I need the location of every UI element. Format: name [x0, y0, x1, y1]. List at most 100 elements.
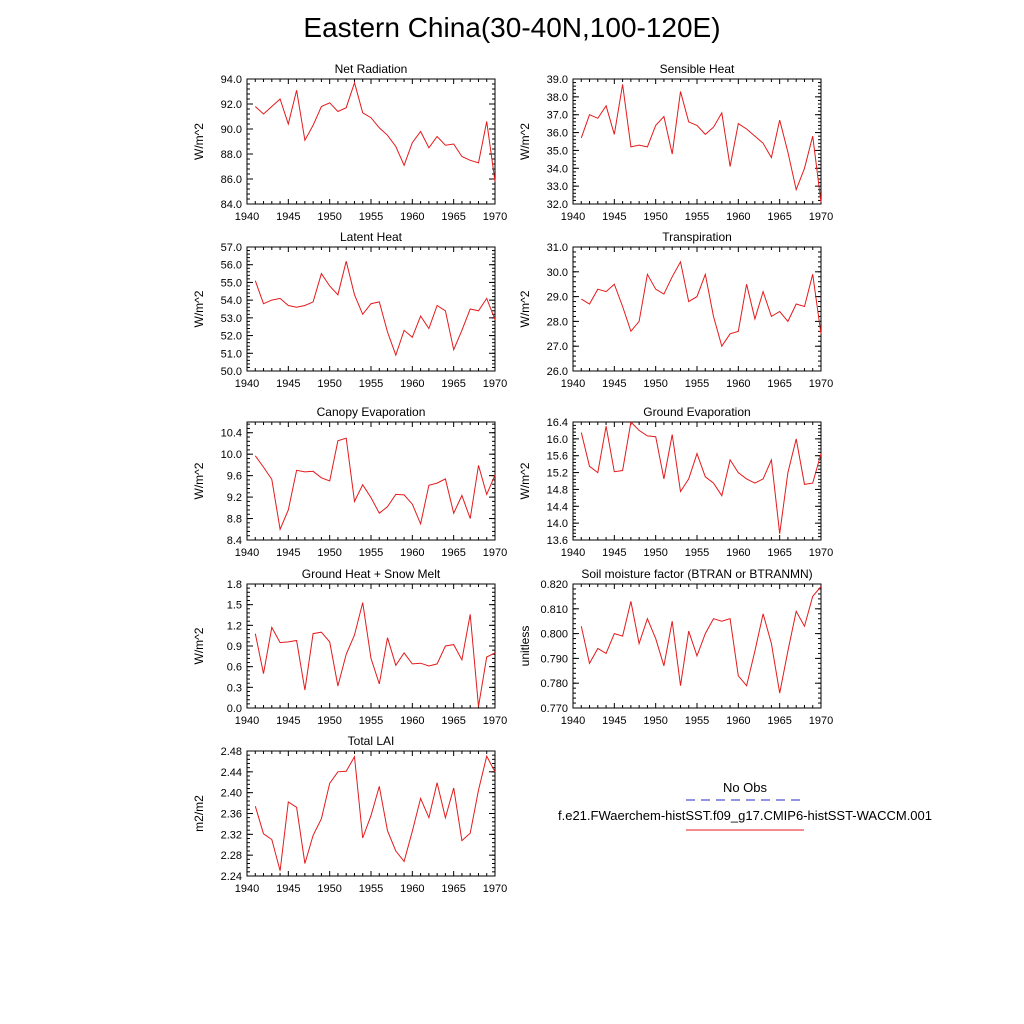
y-tick-label: 0.780: [540, 678, 568, 690]
x-tick-label: 1970: [809, 378, 833, 390]
y-tick-label: 10.4: [221, 428, 242, 440]
series-line: [580, 586, 822, 694]
plot-frame: [572, 78, 822, 205]
y-tick-label: 33.0: [547, 181, 568, 193]
x-tick-label: 1960: [400, 378, 424, 390]
x-tick-label: 1945: [602, 211, 626, 223]
chart-panel-7: Ground Heat + Snow Melt W/m^2 1940 1945 1950…: [192, 567, 507, 727]
y-tick-label: 10.0: [221, 449, 242, 461]
y-tick-label: 8.8: [227, 514, 242, 526]
y-tick-label: 14.8: [547, 484, 568, 496]
y-tick-label: 2.40: [221, 788, 242, 800]
x-tick-label: 1965: [441, 883, 465, 895]
plot-frame: [246, 246, 496, 372]
y-tick-label: 32.0: [547, 199, 568, 211]
x-tick-label: 1945: [276, 883, 300, 895]
y-tick-label: 28.0: [547, 316, 568, 328]
y-tick-label: 29.0: [547, 292, 568, 304]
x-tick-label: 1965: [441, 378, 465, 390]
plot-frame: [572, 246, 822, 372]
x-tick-label: 1945: [276, 547, 300, 559]
y-tick-label: 2.48: [221, 746, 242, 758]
x-tick-label: 1955: [685, 378, 709, 390]
panel-title: Sensible Heat: [660, 62, 735, 76]
x-tick-label: 1950: [317, 547, 341, 559]
x-tick-label: 1945: [276, 211, 300, 223]
legend: No Obs f.e21.FWaerchem-histSST.f09_g17.CM…: [558, 780, 932, 831]
y-tick-label: 86.0: [221, 174, 242, 186]
y-tick-label: 8.4: [227, 535, 242, 547]
panel-title: Latent Heat: [340, 230, 403, 244]
x-tick-label: 1965: [767, 211, 791, 223]
x-tick-label: 1960: [400, 883, 424, 895]
x-tick-label: 1960: [400, 715, 424, 727]
series-line: [581, 260, 822, 348]
plot-frame: [246, 78, 496, 205]
series-line: [254, 80, 496, 182]
panel-title: Transpiration: [662, 230, 732, 244]
y-tick-label: 0.790: [540, 653, 568, 665]
x-tick-label: 1965: [767, 547, 791, 559]
x-tick-label: 1950: [317, 378, 341, 390]
y-tick-label: 94.0: [221, 74, 242, 86]
y-tick-label: 9.6: [227, 471, 242, 483]
x-tick-label: 1950: [317, 715, 341, 727]
y-tick-label: 16.0: [547, 434, 568, 446]
y-tick-label: 0.6: [227, 662, 242, 674]
y-tick-label: 2.32: [221, 829, 242, 841]
y-tick-label: 53.0: [221, 313, 242, 325]
x-tick-label: 1940: [561, 715, 585, 727]
y-tick-label: 0.800: [540, 629, 568, 641]
x-tick-label: 1970: [483, 547, 507, 559]
y-tick-label: 54.0: [221, 295, 242, 307]
x-tick-label: 1950: [643, 715, 667, 727]
panel-title: Canopy Evaporation: [317, 405, 426, 419]
series-line: [580, 420, 822, 534]
panel-title: Total LAI: [348, 734, 395, 748]
y-tick-label: 50.0: [221, 366, 242, 378]
x-tick-label: 1945: [276, 378, 300, 390]
y-tick-label: 30.0: [547, 267, 568, 279]
y-tick-label: 2.44: [221, 767, 242, 779]
x-tick-label: 1945: [602, 715, 626, 727]
y-tick-label: 0.0: [227, 703, 242, 715]
x-tick-label: 1955: [359, 378, 383, 390]
y-tick-label: 52.0: [221, 331, 242, 343]
x-tick-label: 1970: [483, 378, 507, 390]
x-tick-label: 1960: [400, 211, 424, 223]
y-tick-label: 84.0: [221, 199, 242, 211]
y-axis-label: W/m^2: [192, 462, 206, 499]
y-tick-label: 92.0: [221, 99, 242, 111]
y-tick-label: 27.0: [547, 341, 568, 353]
y-axis-label: W/m^2: [518, 290, 532, 327]
y-tick-label: 57.0: [221, 242, 242, 254]
x-tick-label: 1965: [767, 378, 791, 390]
x-tick-label: 1940: [235, 378, 259, 390]
y-tick-label: 39.0: [547, 74, 568, 86]
y-tick-label: 0.9: [227, 641, 242, 653]
y-tick-label: 1.8: [227, 579, 242, 591]
y-tick-label: 15.6: [547, 451, 568, 463]
chart-panel-8: Soil moisture factor (BTRAN or BTRANMN) u…: [518, 567, 833, 727]
y-tick-label: 0.810: [540, 604, 568, 616]
y-tick-label: 0.3: [227, 682, 242, 694]
y-tick-label: 14.0: [547, 518, 568, 530]
y-axis-label: unitless: [518, 626, 532, 667]
y-tick-label: 2.24: [221, 871, 242, 883]
x-tick-label: 1970: [809, 211, 833, 223]
x-tick-label: 1955: [685, 547, 709, 559]
series-line: [254, 754, 496, 871]
panel-title: Ground Heat + Snow Melt: [302, 567, 441, 581]
y-tick-label: 9.2: [227, 492, 242, 504]
y-tick-label: 0.820: [540, 579, 568, 591]
plot-frame: [572, 421, 822, 541]
x-tick-label: 1970: [483, 883, 507, 895]
x-tick-label: 1945: [276, 715, 300, 727]
x-tick-label: 1960: [726, 378, 750, 390]
y-tick-label: 36.0: [547, 128, 568, 140]
y-tick-label: 56.0: [221, 260, 242, 272]
panel-title: Ground Evaporation: [643, 405, 750, 419]
x-tick-label: 1940: [235, 883, 259, 895]
x-tick-label: 1970: [483, 211, 507, 223]
y-tick-label: 90.0: [221, 124, 242, 136]
